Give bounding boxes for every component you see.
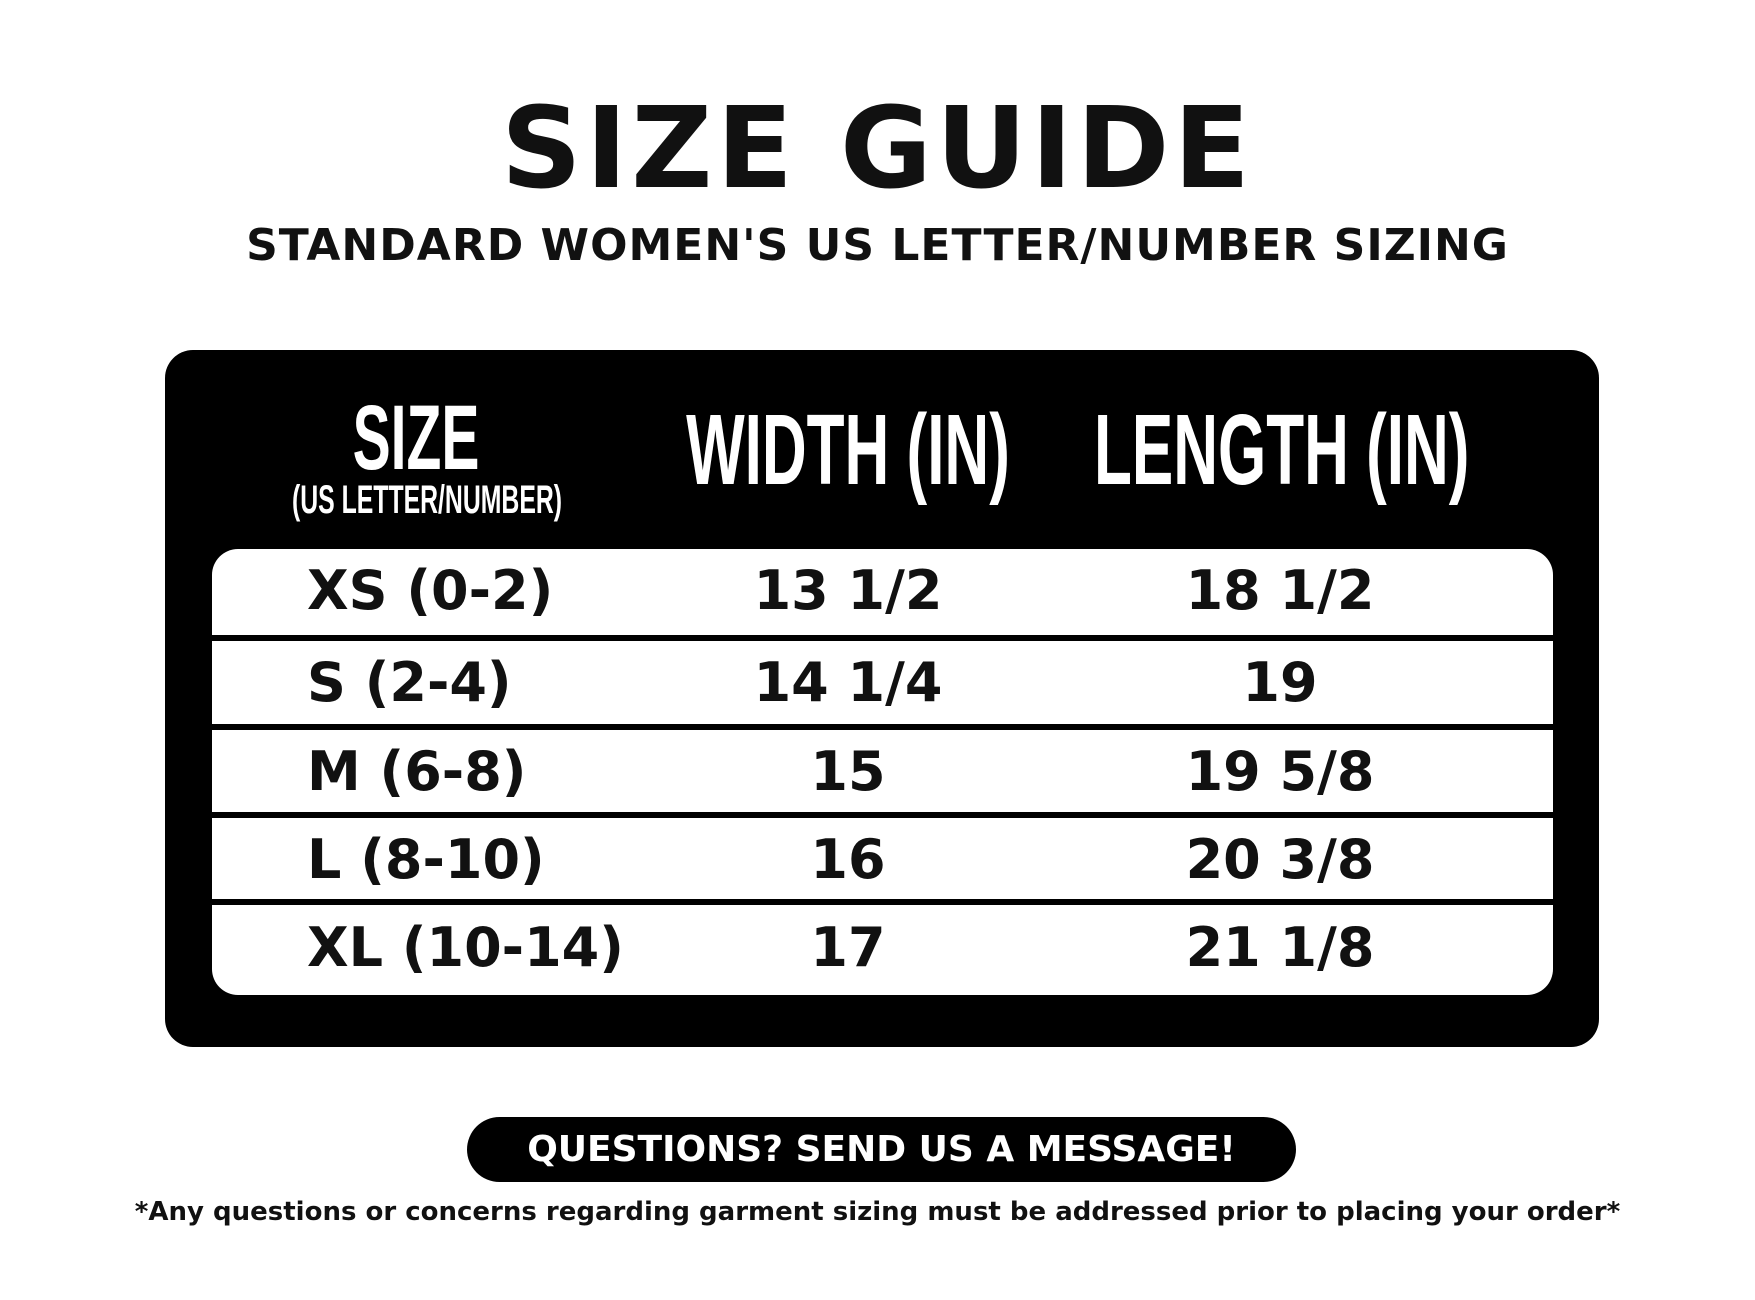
row-divider [212, 812, 1553, 818]
row-divider [212, 899, 1553, 905]
cell-width: 16 [810, 828, 886, 891]
header-length: LENGTH (IN) [1094, 394, 1470, 506]
header-width: WIDTH (IN) [686, 394, 1010, 506]
cell-width: 15 [810, 740, 886, 803]
cell-length: 18 1/2 [1185, 559, 1375, 622]
cell-size: L (8-10) [307, 828, 545, 891]
page-title: SIZE GUIDE [500, 84, 1255, 214]
header-size-sub: (US LETTER/NUMBER) [292, 478, 563, 522]
cell-length: 19 [1242, 651, 1318, 714]
cell-width: 13 1/2 [753, 559, 943, 622]
row-divider [212, 635, 1553, 641]
send-message-button[interactable]: QUESTIONS? SEND US A MESSAGE! [467, 1117, 1296, 1182]
cell-length: 21 1/8 [1185, 916, 1375, 979]
cell-size: XL (10-14) [307, 916, 624, 979]
table-row: M (6-8) 15 19 5/8 [212, 730, 1553, 814]
page-subtitle: STANDARD WOMEN'S US LETTER/NUMBER SIZING [246, 220, 1509, 271]
size-table: XS (0-2) 13 1/2 18 1/2 S (2-4) 14 1/4 19… [212, 549, 1553, 995]
cell-size: XS (0-2) [307, 559, 554, 622]
table-row: XS (0-2) 13 1/2 18 1/2 [212, 549, 1553, 633]
table-row: XL (10-14) 17 21 1/8 [212, 906, 1553, 990]
sizing-disclaimer: *Any questions or concerns regarding gar… [134, 1197, 1621, 1227]
cell-length: 19 5/8 [1185, 740, 1375, 803]
cell-length: 20 3/8 [1185, 828, 1375, 891]
cell-size: S (2-4) [307, 651, 512, 714]
table-row: S (2-4) 14 1/4 19 [212, 641, 1553, 725]
cell-width: 17 [810, 916, 886, 979]
table-row: L (8-10) 16 20 3/8 [212, 818, 1553, 902]
cell-width: 14 1/4 [753, 651, 943, 714]
row-divider [212, 724, 1553, 730]
cell-size: M (6-8) [307, 740, 527, 803]
header-size: SIZE [352, 387, 480, 489]
